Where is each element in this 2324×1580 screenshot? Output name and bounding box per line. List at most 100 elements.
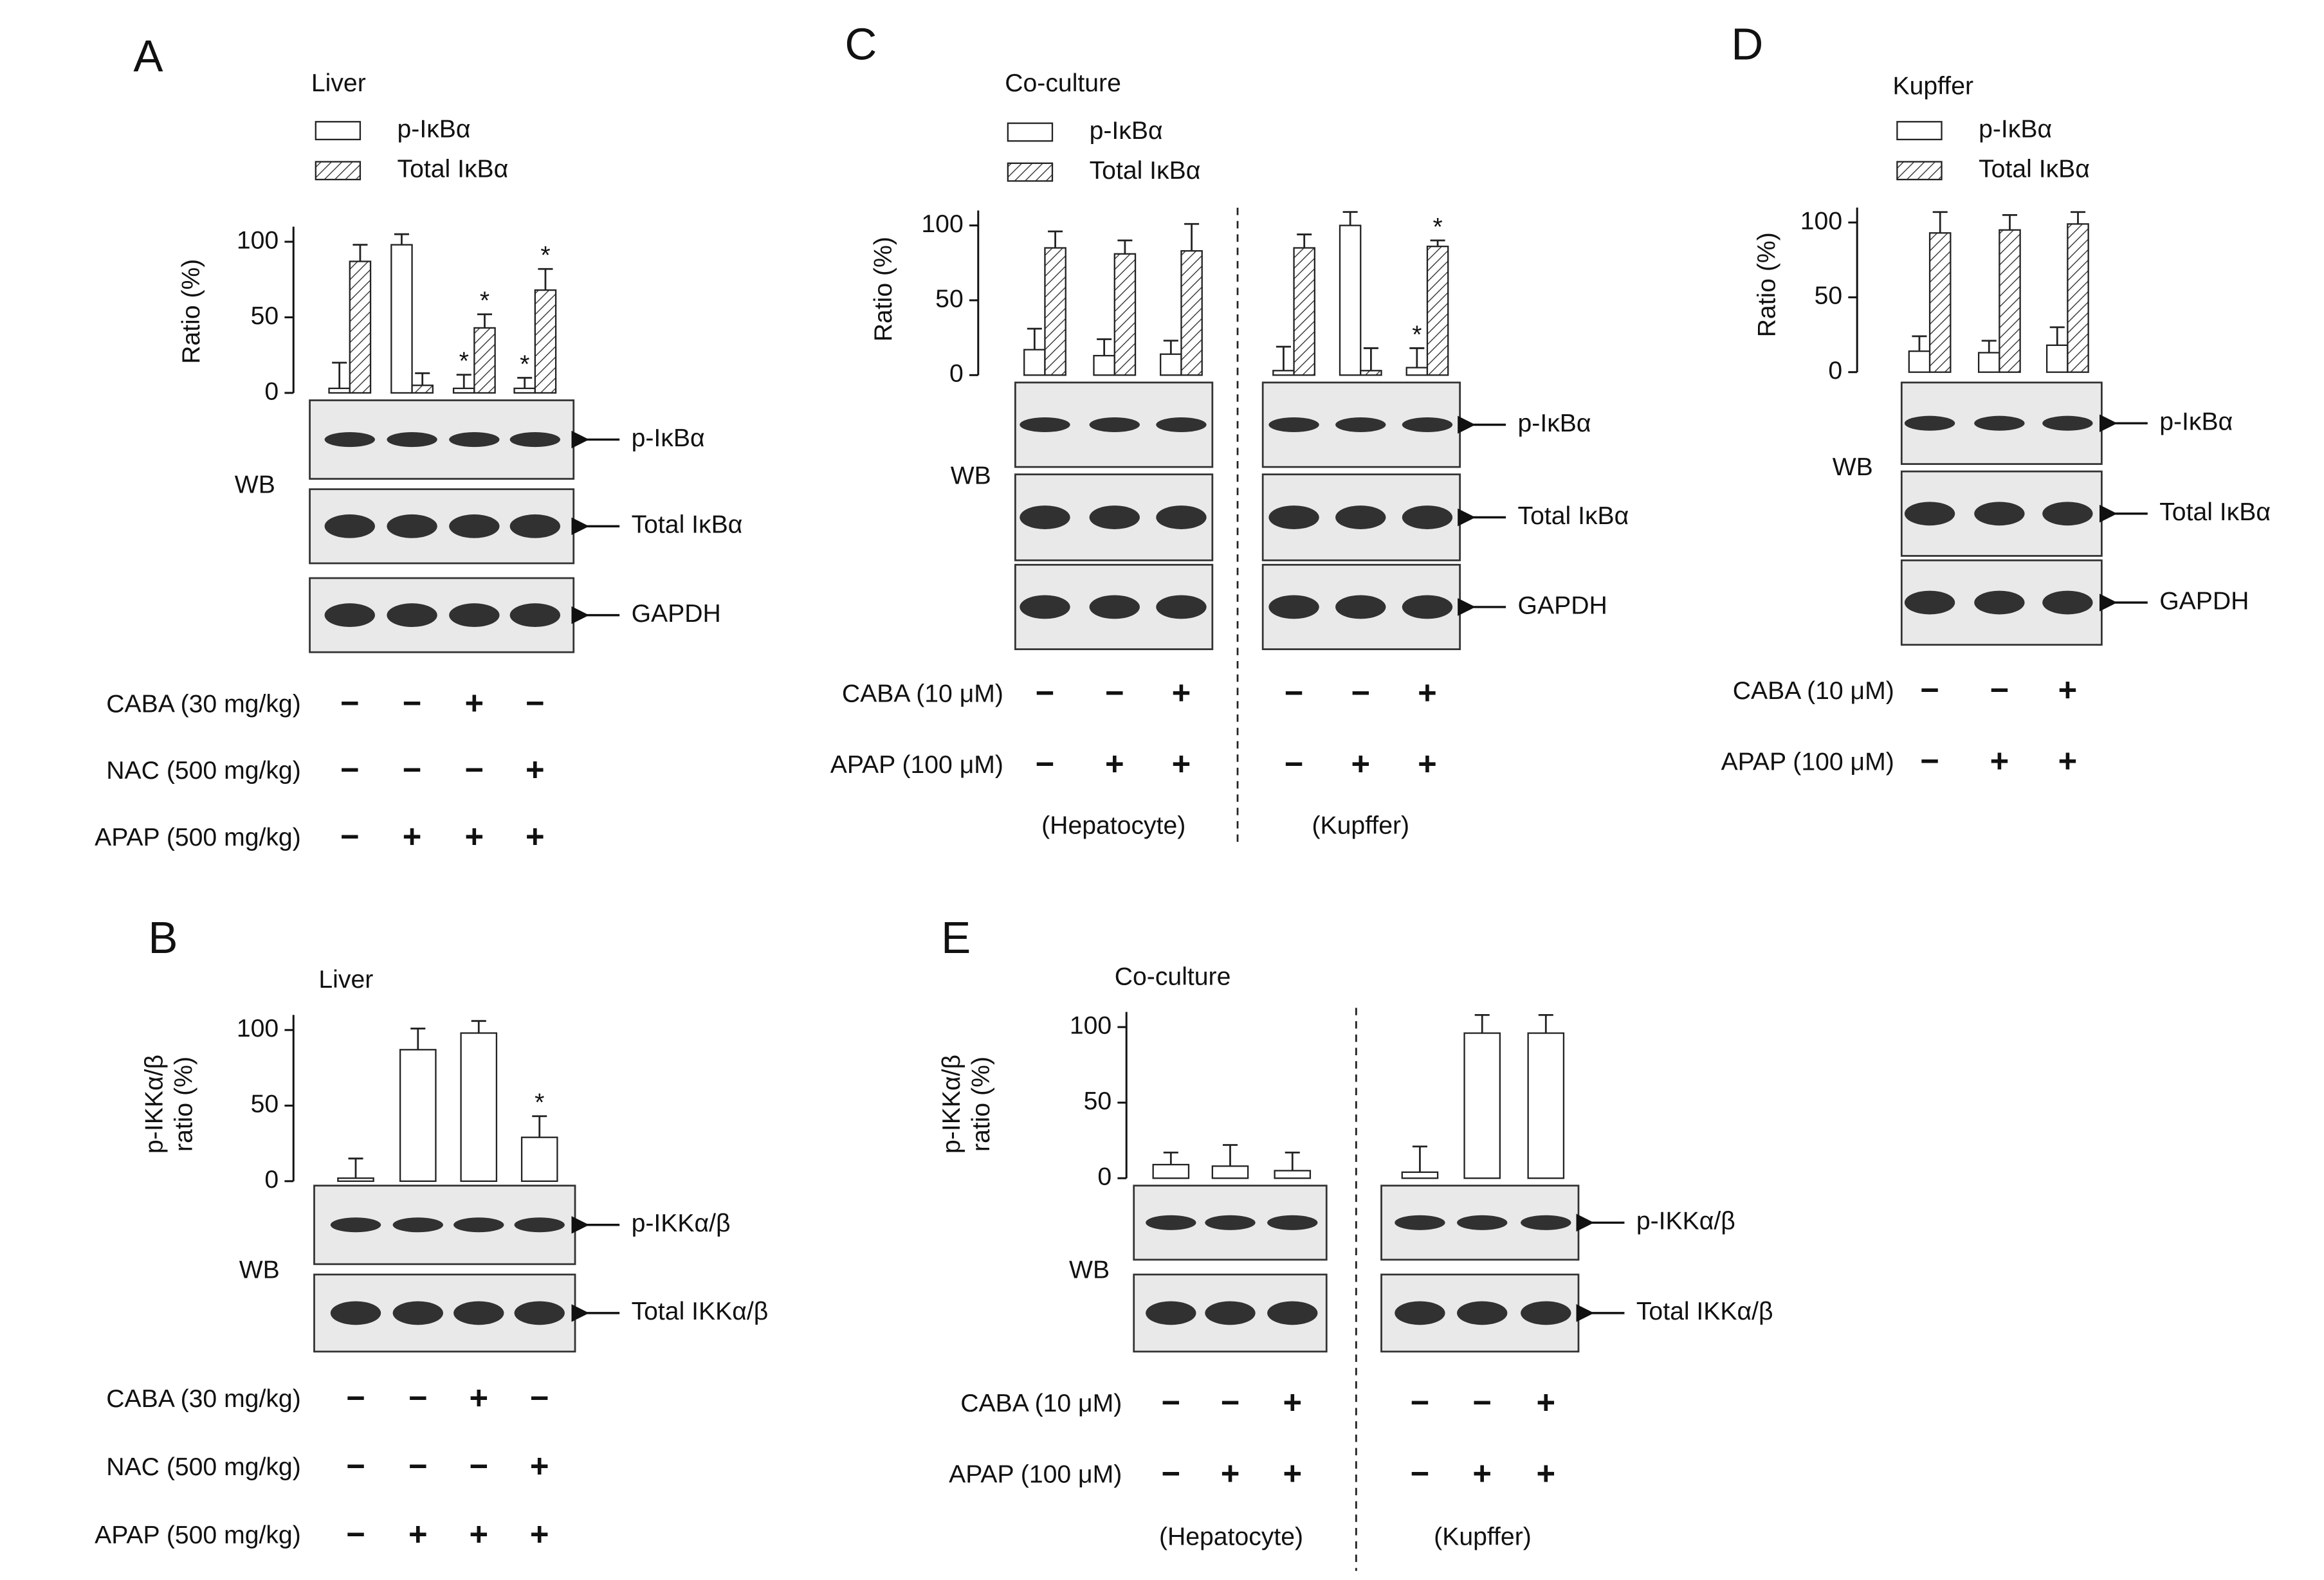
blot-band [1904, 502, 1955, 526]
blot-band [1205, 1215, 1256, 1230]
error-bar [1027, 327, 1042, 350]
blot-band [330, 1301, 381, 1325]
error-bar [1285, 1151, 1300, 1171]
y-tick-label: 50 [251, 1091, 279, 1118]
bar [1908, 350, 1931, 373]
significance-mark: * [535, 1089, 544, 1117]
bar [1426, 246, 1449, 376]
y-tick-label: 100 [921, 210, 963, 238]
error-bar [1981, 340, 1997, 353]
treatment-sign: − [1990, 671, 2009, 708]
treatment-sign: + [1418, 745, 1437, 782]
y-axis-label: p-IKKα/β [140, 1055, 168, 1154]
treatment-sign: + [1105, 745, 1124, 782]
blot-band [509, 432, 560, 448]
treatment-sign: − [408, 1448, 428, 1484]
legend-swatch [315, 121, 361, 141]
blot-band [387, 603, 437, 628]
error-bar [532, 1115, 547, 1138]
treatment-label: APAP (500 mg/kg) [95, 824, 301, 851]
group-label: (Hepatocyte) [1041, 812, 1185, 839]
blot-label: Total IκBα [632, 511, 743, 539]
error-bar [1163, 1151, 1178, 1165]
blot-band [1267, 1215, 1318, 1230]
treatment-sign: + [1536, 1384, 1555, 1421]
treatment-label: APAP (100 μM) [830, 751, 1003, 779]
y-tick-label: 100 [1070, 1012, 1112, 1040]
bar [1463, 1032, 1501, 1179]
treatment-label: CABA (10 μM) [960, 1390, 1122, 1417]
error-bar [2070, 211, 2086, 224]
bar [1093, 354, 1115, 376]
error-bar [394, 233, 409, 245]
treatment-sign: + [2058, 742, 2078, 779]
blot-band [1156, 595, 1207, 619]
treatment-sign: − [1472, 1384, 1492, 1421]
y-axis-label: p-IKKα/β [938, 1055, 965, 1154]
blot-band [1156, 417, 1207, 433]
error-bar [410, 1028, 426, 1050]
blot-method: WB [951, 462, 991, 490]
bar [411, 385, 434, 394]
error-bar [1342, 211, 1358, 226]
blot-label: p-IκBα [2159, 408, 2233, 436]
blot-band [1974, 415, 2025, 431]
treatment-sign: + [1536, 1455, 1555, 1492]
treatment-sign: − [1162, 1455, 1181, 1492]
chart-title: Liver [311, 69, 366, 97]
error-bar [352, 244, 368, 262]
legend-swatch [1007, 162, 1054, 182]
blot-band [1974, 590, 2025, 615]
treatment-sign: + [2058, 671, 2078, 708]
bar [1977, 352, 2000, 373]
blot-band [1402, 505, 1453, 529]
legend-label: p-IκBα [1979, 115, 2052, 143]
treatment-sign: − [1285, 745, 1304, 782]
treatment-sign: + [1351, 745, 1370, 782]
treatment-sign: − [1036, 674, 1055, 711]
bar [337, 1177, 374, 1182]
blot-band [2042, 590, 2093, 615]
blot-band [1020, 595, 1070, 619]
significance-mark: * [1432, 213, 1442, 241]
blot-band [1521, 1215, 1571, 1230]
treatment-sign: + [526, 751, 545, 788]
blot-band [1020, 505, 1070, 529]
error-bar [1430, 239, 1445, 247]
blot-band [1089, 595, 1140, 619]
treatment-sign: − [403, 751, 422, 788]
treatment-sign: − [1105, 674, 1124, 711]
y-axis-label: Ratio (%) [178, 259, 205, 364]
treatment-sign: + [469, 1379, 488, 1416]
y-tick-label: 100 [237, 226, 279, 254]
legend-label: p-IκBα [398, 115, 471, 143]
blot-band [1335, 505, 1386, 529]
blot-label: p-IκBα [632, 424, 705, 452]
treatment-sign: − [1036, 745, 1055, 782]
treatment-sign: − [346, 1516, 365, 1552]
bar [1272, 370, 1295, 376]
error-bar [538, 268, 553, 291]
treatment-sign: − [1162, 1384, 1181, 1421]
blot-band [1335, 595, 1386, 619]
blot-band [1020, 417, 1070, 433]
treatment-sign: − [526, 685, 545, 722]
bar [1211, 1165, 1249, 1179]
y-tick-label: 0 [1828, 357, 1842, 385]
blot-band [324, 603, 375, 628]
treatment-label: CABA (10 μM) [1733, 677, 1894, 705]
blot-band [1335, 417, 1386, 433]
error-bar [477, 313, 492, 328]
error-bar [1409, 347, 1425, 368]
blot-band [387, 432, 437, 448]
legend-label: Total IκBα [1979, 156, 2090, 183]
blot-band [1268, 417, 1319, 433]
bar [473, 327, 496, 394]
error-bar [1097, 338, 1112, 356]
blot-band [1402, 595, 1453, 619]
blot-label: p-IKKα/β [632, 1210, 731, 1237]
treatment-sign: + [1172, 745, 1191, 782]
error-bar [348, 1158, 363, 1179]
blot-band [387, 514, 437, 538]
